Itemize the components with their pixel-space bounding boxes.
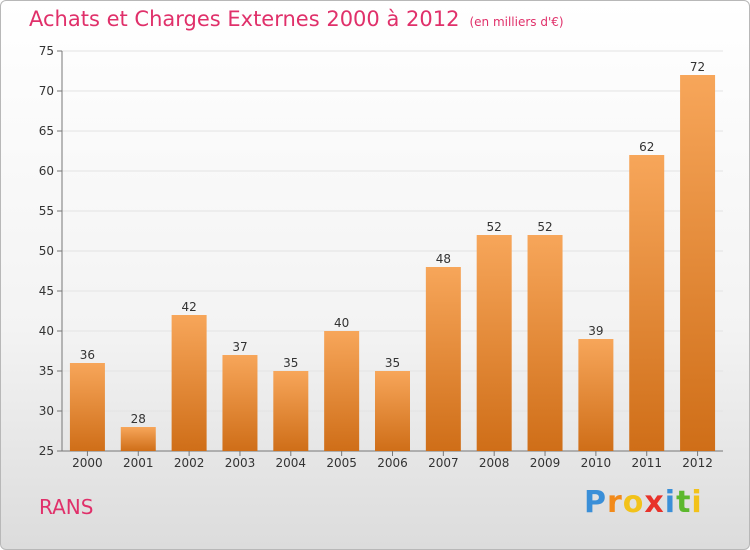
x-tick-label: 2005: [326, 456, 357, 470]
chart-title: Achats et Charges Externes 2000 à 2012 (e…: [29, 7, 564, 31]
x-tick-label: 2008: [479, 456, 510, 470]
y-tick-label: 35: [39, 364, 54, 378]
data-label-2009: 52: [537, 220, 552, 234]
y-tick-label: 60: [39, 164, 54, 178]
data-label-2002: 42: [181, 300, 196, 314]
data-label-2008: 52: [487, 220, 502, 234]
bar-2012: [680, 75, 716, 451]
data-label-2005: 40: [334, 316, 349, 330]
y-tick-label: 25: [39, 444, 54, 458]
x-tick-label: 2000: [72, 456, 103, 470]
bar-2010: [578, 339, 614, 451]
data-label-2011: 62: [639, 140, 654, 154]
y-tick-label: 70: [39, 84, 54, 98]
y-tick-label: 50: [39, 244, 54, 258]
data-label-2001: 28: [131, 412, 146, 426]
bar-2009: [527, 235, 563, 451]
bar-2001: [120, 427, 156, 451]
y-tick-label: 55: [39, 204, 54, 218]
x-tick-label: 2012: [682, 456, 713, 470]
data-label-2006: 35: [385, 356, 400, 370]
logo-letter: i: [664, 485, 677, 520]
logo-letter: o: [622, 485, 645, 520]
y-tick-label: 45: [39, 284, 54, 298]
data-label-2000: 36: [80, 348, 95, 362]
bar-2011: [629, 155, 665, 451]
x-tick-label: 2007: [428, 456, 459, 470]
x-tick-label: 2006: [377, 456, 408, 470]
bar-2003: [222, 355, 258, 451]
data-labels: 36 28 42 37 35 40 35 48 52 52 39 62 72: [80, 60, 705, 426]
bar-2007: [425, 267, 461, 451]
y-tick-labels: 25 30 35 40 45 50 55 60 65 70 75: [39, 44, 54, 458]
x-tick-label: 2003: [225, 456, 256, 470]
city-name: RANS: [39, 495, 94, 519]
x-tick-label: 2010: [581, 456, 612, 470]
x-tick-label: 2004: [276, 456, 307, 470]
bar-2000: [69, 363, 105, 451]
bars: [69, 75, 716, 451]
proxiti-logo: Proxiti: [584, 485, 703, 520]
y-tick-label: 65: [39, 124, 54, 138]
data-label-2012: 72: [690, 60, 705, 74]
x-tick-label: 2011: [631, 456, 662, 470]
x-tick-label: 2002: [174, 456, 205, 470]
x-tick-label: 2001: [123, 456, 154, 470]
chart-subtitle: (en milliers d'€): [469, 15, 564, 29]
bar-2004: [273, 371, 309, 451]
y-tick-label: 40: [39, 324, 54, 338]
title-text: Achats et Charges Externes 2000 à 2012: [29, 7, 460, 31]
bar-2002: [171, 315, 207, 451]
y-tick-label: 75: [39, 44, 54, 58]
bar-2008: [476, 235, 512, 451]
logo-letter: i: [691, 485, 703, 520]
y-tick-label: 30: [39, 404, 54, 418]
data-label-2007: 48: [436, 252, 451, 266]
logo-letter: x: [644, 485, 665, 520]
logo-letter: t: [676, 485, 692, 520]
x-tick-labels: 2000 2001 2002 2003 2004 2005 2006 2007 2008 2009…: [72, 456, 713, 470]
x-tick-label: 2009: [530, 456, 561, 470]
bar-2005: [324, 331, 360, 451]
data-label-2003: 37: [232, 340, 247, 354]
data-label-2004: 35: [283, 356, 298, 370]
logo-letter: P: [584, 485, 607, 520]
data-label-2010: 39: [588, 324, 603, 338]
bar-2006: [375, 371, 410, 451]
logo-letter: r: [607, 485, 623, 520]
